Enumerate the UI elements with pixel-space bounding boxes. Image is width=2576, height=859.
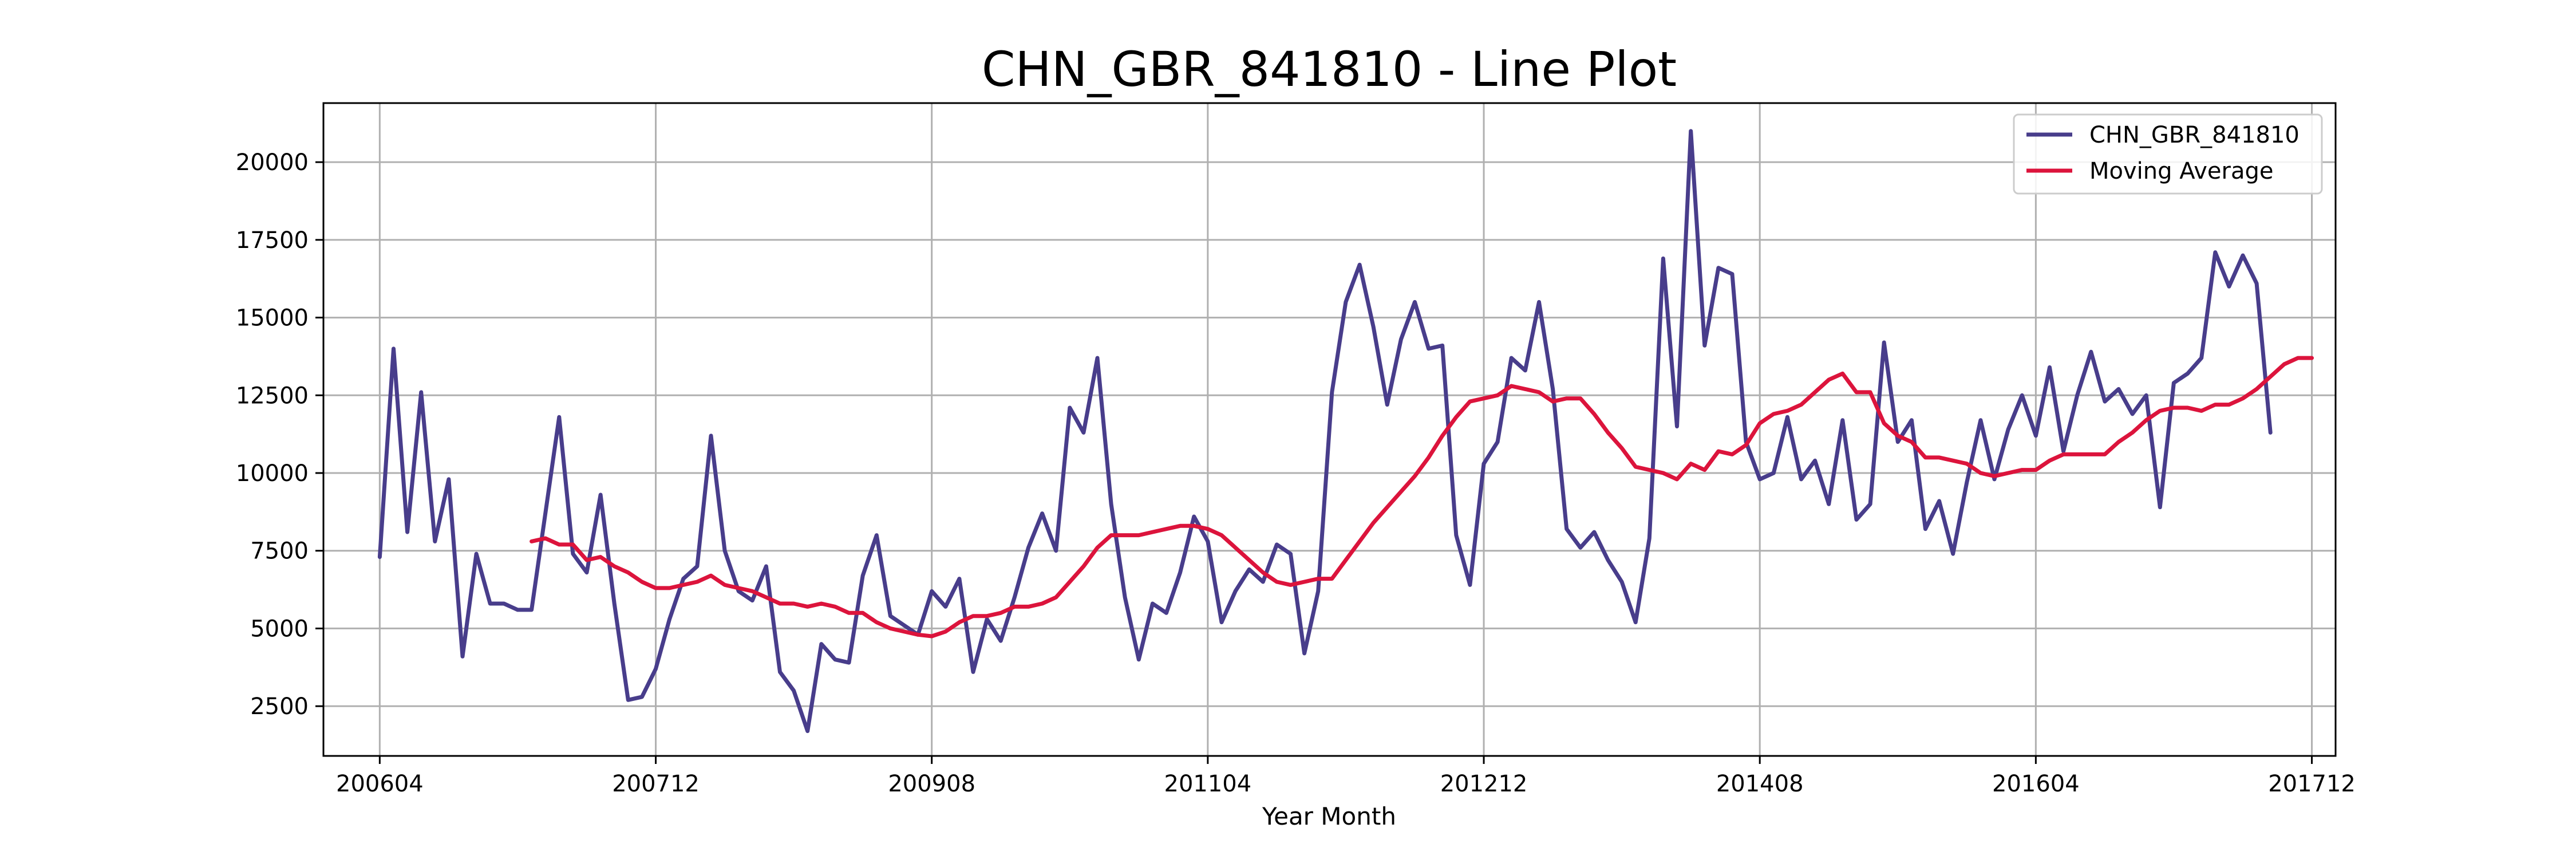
x-tick-label: 201712 — [2268, 771, 2356, 797]
x-tick-label: 200604 — [336, 771, 424, 797]
plot-area-frame — [322, 102, 2337, 757]
y-tick-label: 17500 — [236, 227, 309, 254]
x-tick-label: 201408 — [1716, 771, 1804, 797]
chart-title: CHN_GBR_841810 - Line Plot — [982, 41, 1677, 97]
x-axis-ticks: 200604 200712 200908 201104 201212 201408 2016… — [336, 756, 2356, 797]
x-tick-label: 200908 — [888, 771, 975, 797]
x-tick-label: 201212 — [1440, 771, 1528, 797]
x-axis-label: Year Month — [1262, 802, 1396, 830]
y-tick-label: 5000 — [250, 616, 309, 642]
legend-label-chn-gbr-841810: CHN_GBR_841810 — [2089, 122, 2300, 148]
series-lines — [377, 129, 2314, 734]
legend-label-moving-average: Moving Average — [2089, 158, 2273, 184]
grid-lines — [323, 103, 2336, 756]
legend-box — [2013, 113, 2323, 195]
x-tick-label: 201104 — [1164, 771, 1252, 797]
y-tick-label: 15000 — [236, 305, 309, 332]
y-tick-label: 2500 — [250, 693, 309, 720]
y-tick-label: 7500 — [250, 538, 309, 565]
legend: CHN_GBR_841810 Moving Average — [2013, 113, 2323, 195]
y-tick-label: 12500 — [236, 383, 309, 409]
y-axis-ticks: 2500 5000 7500 10000 12500 15000 17500 20000 — [236, 149, 323, 720]
x-tick-label: 201604 — [1992, 771, 2080, 797]
y-tick-label: 10000 — [236, 460, 309, 487]
x-tick-label: 200712 — [612, 771, 700, 797]
series-line-moving-average — [530, 356, 2314, 639]
y-tick-label: 20000 — [236, 149, 309, 176]
series-line-chn-gbr-841810 — [377, 129, 2273, 734]
